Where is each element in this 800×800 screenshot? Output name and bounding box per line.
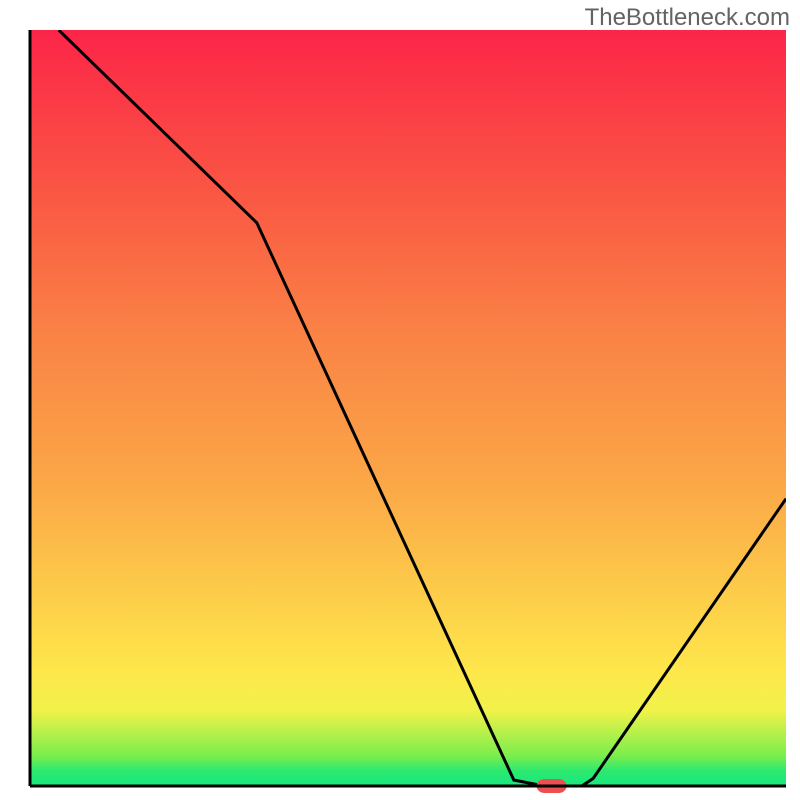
chart-svg bbox=[0, 0, 800, 800]
chart-stage: TheBottleneck.com bbox=[0, 0, 800, 800]
watermark-text: TheBottleneck.com bbox=[585, 4, 790, 32]
gradient-bg bbox=[30, 30, 786, 786]
